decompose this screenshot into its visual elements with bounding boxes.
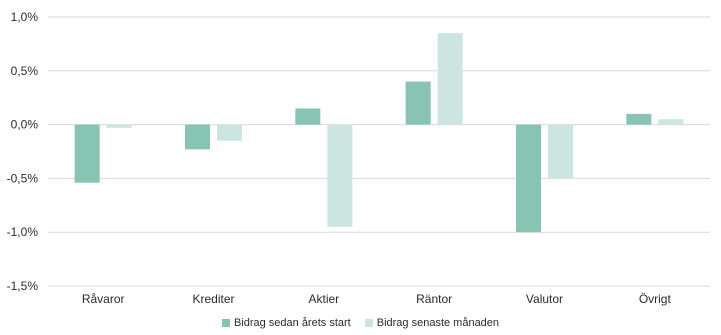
x-tick-label: Krediter	[192, 292, 234, 306]
y-tick-label: 0,0%	[11, 118, 39, 132]
bar-ytd	[74, 124, 100, 183]
bar-month	[327, 124, 353, 227]
y-tick-label: -1,5%	[7, 279, 39, 293]
bar-ytd	[626, 113, 652, 125]
bar-month	[658, 119, 684, 125]
bar-ytd	[185, 124, 210, 150]
y-tick-label: -0,5%	[7, 171, 39, 185]
y-tick-label: 0,5%	[11, 64, 39, 78]
x-tick-label: Råvaror	[82, 292, 125, 306]
x-tick-label: Räntor	[416, 292, 452, 306]
y-tick-label: -1,0%	[7, 225, 39, 239]
legend-label-series-0: Bidrag sedan årets start	[233, 317, 351, 329]
x-tick-label: Aktier	[308, 292, 339, 306]
legend-swatch-series-1	[364, 319, 373, 327]
bar-ytd	[405, 81, 431, 125]
legend-item-series-1: Bidrag senaste månaden	[364, 317, 500, 329]
legend: Bidrag sedan årets start Bidrag senaste …	[0, 317, 721, 329]
y-tick-label: 1,0%	[11, 10, 39, 24]
legend-label-series-1: Bidrag senaste månaden	[376, 317, 500, 329]
bar-month	[437, 33, 463, 125]
x-tick-label: Övrigt	[639, 292, 672, 306]
legend-swatch-series-0	[221, 319, 230, 327]
bar-ytd	[295, 108, 321, 125]
legend-item-series-0: Bidrag sedan årets start	[221, 317, 351, 329]
bar-ytd	[516, 124, 541, 233]
bar-month	[217, 124, 242, 141]
bar-month	[106, 124, 132, 128]
bar-month	[548, 124, 573, 179]
x-tick-label: Valutor	[526, 292, 563, 306]
